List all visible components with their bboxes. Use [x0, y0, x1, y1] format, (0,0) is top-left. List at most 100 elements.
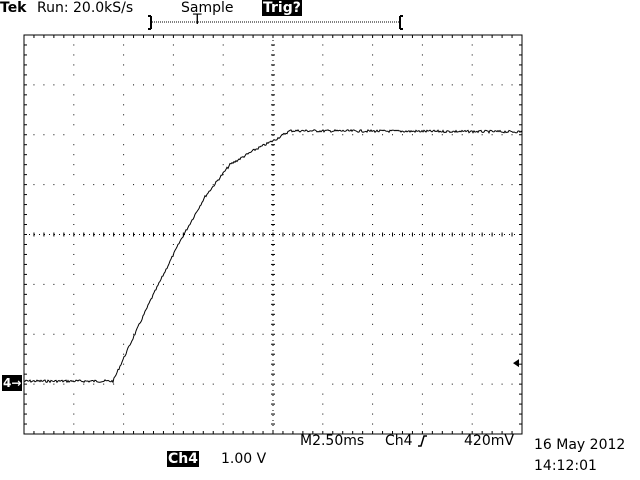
grid-dot	[282, 84, 284, 86]
grid-dot	[172, 323, 174, 325]
grid-dot	[322, 403, 324, 405]
grid-dot	[471, 373, 473, 375]
grid-dot	[133, 184, 135, 186]
grid-dot	[382, 134, 384, 136]
grid-dot	[133, 283, 135, 285]
grid-dot	[461, 84, 463, 86]
grid-dot	[123, 363, 125, 365]
grid-dot	[322, 64, 324, 66]
grid-dot	[302, 333, 304, 335]
grid-dot	[103, 333, 105, 335]
grid-dot	[461, 333, 463, 335]
grid-dot	[222, 253, 224, 255]
grid-dot	[83, 134, 85, 136]
grid-dot	[372, 263, 374, 265]
grid-dot	[113, 184, 115, 186]
grid-dot	[461, 383, 463, 385]
grid-dot	[222, 423, 224, 425]
grid-dot	[222, 194, 224, 196]
grid-dot	[113, 333, 115, 335]
grid-dot	[451, 383, 453, 385]
grid-dot	[172, 94, 174, 96]
grid-dot	[382, 184, 384, 186]
grid-dot	[222, 44, 224, 46]
grid-dot	[471, 313, 473, 315]
grid-dot	[123, 413, 125, 415]
grid-dot	[152, 184, 154, 186]
grid-dot	[292, 84, 294, 86]
grid-dot	[461, 134, 463, 136]
grid-dot	[332, 283, 334, 285]
grid-dot	[73, 423, 75, 425]
grid-dot	[212, 333, 214, 335]
grid-dot	[372, 273, 374, 275]
grid-dot	[421, 373, 423, 375]
grid-dot	[322, 44, 324, 46]
grid-dot	[401, 84, 403, 86]
grid-dot	[192, 383, 194, 385]
grid-dot	[471, 253, 473, 255]
grid-dot	[93, 184, 95, 186]
grid-dot	[471, 64, 473, 66]
record-bar-brackets	[148, 15, 403, 30]
grid-dot	[123, 104, 125, 106]
grid-dot	[53, 134, 55, 136]
grid-dot	[421, 204, 423, 206]
grid-dot	[421, 353, 423, 355]
grid-dot	[123, 393, 125, 395]
grid-dot	[133, 84, 135, 86]
grid-dot	[222, 343, 224, 345]
grid-dot	[182, 184, 184, 186]
grid-dot	[143, 383, 145, 385]
grid-dot	[471, 194, 473, 196]
grid-dot	[53, 184, 55, 186]
grid-dot	[93, 333, 95, 335]
grid-dot	[481, 84, 483, 86]
channel-4-ground-marker[interactable]: 4→	[2, 375, 23, 391]
grid-dot	[222, 94, 224, 96]
grid-dot	[501, 134, 503, 136]
grid-dot	[103, 84, 105, 86]
grid-dot	[401, 134, 403, 136]
grid-dot	[262, 333, 264, 335]
grid-dot	[481, 383, 483, 385]
grid-dot	[332, 134, 334, 136]
grid-dot	[33, 383, 35, 385]
grid-dot	[222, 413, 224, 415]
grid-dot	[322, 94, 324, 96]
grid-dot	[73, 323, 75, 325]
grid-dot	[222, 74, 224, 76]
grid-dot	[222, 323, 224, 325]
grid-dot	[172, 104, 174, 106]
grid-dot	[222, 273, 224, 275]
grid-dot	[212, 383, 214, 385]
date: 16 May 2012	[534, 437, 626, 453]
grid-dot	[252, 333, 254, 335]
grid-dot	[471, 393, 473, 395]
grid-dot	[471, 353, 473, 355]
grid-dot	[202, 333, 204, 335]
grid-dot	[511, 84, 513, 86]
grid-dot	[152, 84, 154, 86]
grid-dot	[421, 303, 423, 305]
grid-dot	[322, 194, 324, 196]
grid-dot	[222, 114, 224, 116]
grid-dot	[123, 224, 125, 226]
grid-dot	[421, 124, 423, 126]
grid-dot	[212, 283, 214, 285]
grid-dot	[392, 333, 394, 335]
grid-dot	[342, 134, 344, 136]
grid-dot	[421, 273, 423, 275]
grid-dot	[411, 333, 413, 335]
grid-dot	[451, 84, 453, 86]
grid-dot	[73, 353, 75, 355]
grid-dot	[471, 144, 473, 146]
grid-dot	[152, 333, 154, 335]
grid-dot	[162, 184, 164, 186]
grid-dot	[222, 403, 224, 405]
grid-dot	[292, 283, 294, 285]
grid-dot	[242, 283, 244, 285]
grid-dot	[511, 283, 513, 285]
grid-dot	[352, 184, 354, 186]
grid-dot	[322, 293, 324, 295]
